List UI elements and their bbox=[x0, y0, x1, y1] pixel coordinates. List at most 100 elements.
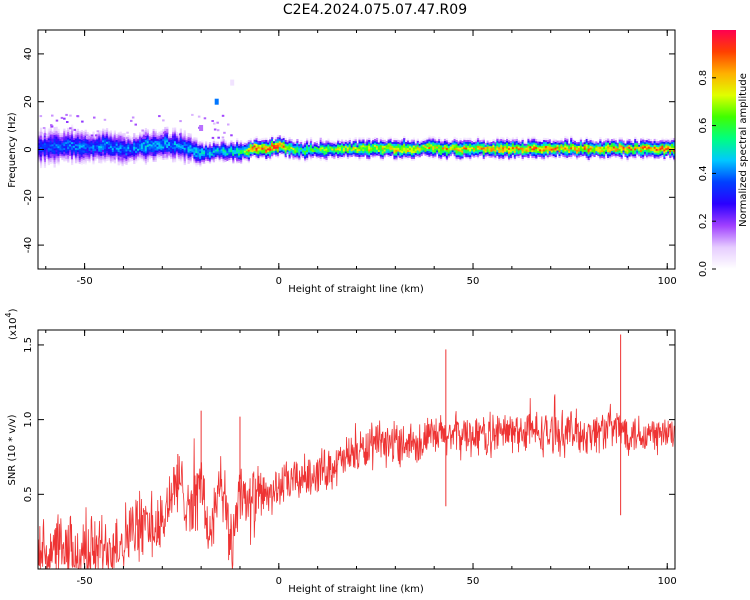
heatmap-cell bbox=[570, 139, 573, 142]
heatmap-cell bbox=[173, 152, 177, 155]
heatmap-cell bbox=[296, 146, 299, 149]
heatmap-cell bbox=[47, 161, 50, 164]
heatmap-cell bbox=[129, 136, 132, 139]
heatmap-cell bbox=[469, 139, 472, 142]
heatmap-cell bbox=[381, 151, 384, 154]
heatmap-cell bbox=[360, 154, 363, 157]
heatmap-cell bbox=[612, 150, 616, 153]
heatmap-cell bbox=[50, 132, 53, 134]
heatmap-cell bbox=[166, 132, 169, 135]
heatmap-cell bbox=[267, 155, 270, 158]
heatmap-cell bbox=[603, 142, 606, 146]
heatmap-cell bbox=[447, 155, 451, 158]
heatmap-cell bbox=[455, 137, 458, 141]
heatmap-cell bbox=[445, 149, 449, 152]
heatmap-cell bbox=[368, 151, 371, 154]
heatmap-cell bbox=[107, 142, 111, 146]
heatmap-cell bbox=[175, 141, 179, 144]
heatmap-cell bbox=[473, 149, 476, 152]
heatmap-cell bbox=[76, 157, 80, 160]
heatmap-cell bbox=[321, 145, 324, 148]
heatmap-cell bbox=[85, 137, 89, 140]
heatmap-cell bbox=[507, 153, 511, 156]
heatmap-cell bbox=[96, 146, 99, 149]
heatmap-cell bbox=[170, 151, 173, 154]
heatmap-cell bbox=[156, 155, 159, 159]
heatmap-cell bbox=[286, 153, 289, 156]
heatmap-cell bbox=[96, 130, 100, 133]
heatmap-cell bbox=[620, 158, 623, 161]
heatmap-cell bbox=[306, 157, 309, 160]
heatmap-cell bbox=[105, 133, 109, 137]
heatmap-cell bbox=[119, 131, 122, 134]
heatmap-cell bbox=[671, 139, 674, 142]
heatmap-cell bbox=[397, 147, 400, 150]
heatmap-cell bbox=[121, 137, 124, 140]
heatmap-cell bbox=[403, 145, 406, 148]
heatmap-cell bbox=[88, 144, 91, 148]
heatmap-cell bbox=[41, 149, 45, 152]
heatmap-cell bbox=[570, 137, 573, 140]
heatmap-cell bbox=[449, 153, 452, 157]
heatmap-cell bbox=[603, 152, 606, 155]
heatmap-cell bbox=[183, 153, 186, 156]
heatmap-cell bbox=[645, 137, 649, 141]
heatmap-cell bbox=[465, 143, 468, 146]
heatmap-cell bbox=[65, 134, 68, 137]
heatmap-cell bbox=[142, 130, 146, 133]
heatmap-cell bbox=[459, 153, 462, 156]
heatmap-cell bbox=[183, 141, 186, 145]
heatmap-cell bbox=[500, 140, 503, 143]
heatmap-cell bbox=[43, 148, 47, 151]
heatmap-cell bbox=[278, 139, 282, 142]
heatmap-cell bbox=[325, 150, 328, 153]
heatmap-cell bbox=[502, 156, 505, 159]
heatmap-cell bbox=[208, 149, 212, 152]
heatmap-cell bbox=[667, 147, 670, 150]
heatmap-cell bbox=[137, 135, 140, 138]
heatmap-cell bbox=[403, 139, 406, 142]
heatmap-cell bbox=[663, 143, 666, 146]
heatmap-cell bbox=[542, 139, 546, 142]
heatmap-cell bbox=[562, 156, 565, 159]
heatmap-cell bbox=[104, 144, 107, 148]
heatmap-cell bbox=[50, 125, 53, 128]
heatmap-cell bbox=[579, 148, 583, 152]
heatmap-cell bbox=[131, 143, 134, 146]
heatmap-cell bbox=[506, 138, 509, 141]
heatmap-cell bbox=[529, 144, 532, 147]
heatmap-cell bbox=[284, 149, 287, 152]
heatmap-cell bbox=[228, 142, 231, 145]
heatmap-cell bbox=[453, 150, 456, 153]
heatmap-cell bbox=[509, 144, 513, 147]
heatmap-cell bbox=[212, 144, 216, 148]
heatmap-cell bbox=[121, 139, 124, 142]
heatmap-cell bbox=[288, 142, 291, 146]
heatmap-cell bbox=[574, 154, 577, 157]
heatmap-cell bbox=[72, 137, 76, 141]
heatmap-cell bbox=[521, 158, 524, 161]
heatmap-cell bbox=[513, 143, 517, 146]
heatmap-cell bbox=[542, 156, 546, 160]
heatmap-cell bbox=[131, 153, 134, 156]
heatmap-cell bbox=[531, 138, 534, 141]
heatmap-cell bbox=[276, 144, 280, 147]
heatmap-cell bbox=[535, 141, 538, 144]
heatmap-cell bbox=[59, 144, 62, 147]
heatmap-cell bbox=[263, 149, 266, 152]
heatmap-cell bbox=[90, 150, 93, 153]
heatmap-cell bbox=[49, 144, 52, 147]
heatmap-cell bbox=[377, 145, 381, 149]
heatmap-cell bbox=[387, 154, 390, 157]
heatmap-cell bbox=[340, 149, 344, 152]
heatmap-cell bbox=[659, 144, 662, 147]
heatmap-cell bbox=[38, 144, 41, 148]
heatmap-cell bbox=[39, 150, 43, 153]
heatmap-cell bbox=[162, 155, 165, 159]
heatmap-cell bbox=[397, 149, 400, 152]
heatmap-cell bbox=[377, 147, 381, 151]
heatmap-cell bbox=[201, 146, 204, 149]
heatmap-cell bbox=[364, 151, 367, 154]
heatmap-cell bbox=[162, 144, 165, 147]
